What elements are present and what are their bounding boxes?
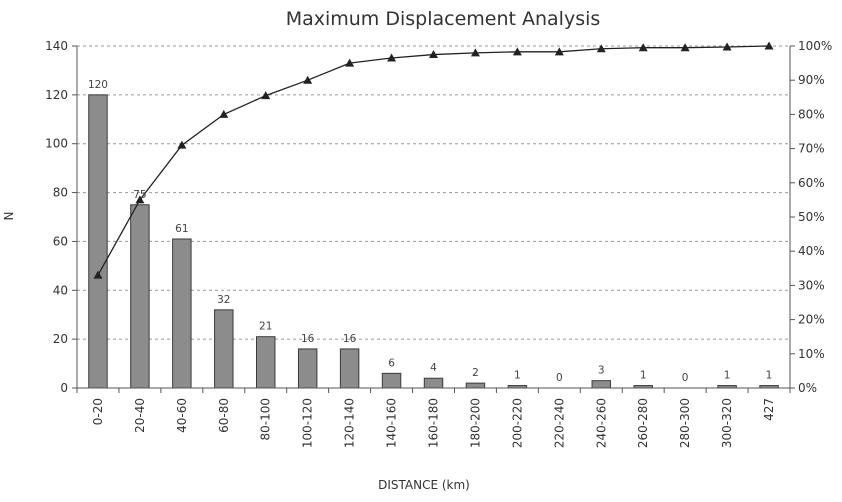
bar: [381, 372, 402, 389]
triangle-marker: [387, 53, 397, 62]
y2-tick-label: 70%: [798, 142, 825, 156]
bar: [465, 382, 486, 389]
axes: 0204060801001201400%10%20%30%40%50%60%70…: [45, 39, 832, 448]
triangle-marker: [219, 109, 229, 118]
triangle-marker: [177, 140, 187, 149]
bar-value-label: 32: [217, 294, 230, 306]
x-axis-label: DISTANCE (km): [378, 478, 470, 492]
bar-value-label: 61: [175, 223, 188, 235]
bar-value-label: 1: [724, 370, 731, 382]
cumulative-line: [97, 45, 770, 276]
bar-value-label: 21: [259, 321, 272, 333]
triangle-marker: [470, 48, 480, 57]
y2-tick-label: 80%: [798, 107, 825, 121]
bar-value-label: 1: [640, 370, 647, 382]
x-tick-label: 260-280: [636, 398, 650, 448]
triangle-marker: [303, 75, 313, 84]
triangle-marker: [261, 91, 271, 100]
bar-value-label: 75: [133, 189, 146, 201]
triangle-marker: [512, 47, 522, 56]
y-tick-label: 80: [53, 186, 68, 200]
bar-value-label: 1: [766, 370, 773, 382]
y-tick-label: 120: [45, 88, 68, 102]
x-tick-label: 20-40: [133, 398, 147, 433]
x-tick-label: 40-60: [175, 398, 189, 433]
bar: [297, 348, 318, 389]
x-tick-label: 80-100: [259, 398, 273, 441]
y-tick-label: 140: [45, 39, 68, 53]
x-tick-label: 427: [762, 398, 776, 421]
x-tick-label: 200-220: [510, 398, 524, 448]
y2-tick-label: 50%: [798, 210, 825, 224]
triangle-marker: [764, 41, 774, 50]
triangle-marker: [554, 47, 564, 56]
cumulative-line-series: [93, 41, 774, 279]
y2-tick-label: 40%: [798, 244, 825, 258]
y-tick-label: 20: [53, 332, 68, 346]
bar-value-label: 1: [514, 370, 521, 382]
gridlines: [77, 45, 790, 340]
triangle-marker: [135, 195, 145, 204]
triangle-marker: [93, 270, 103, 279]
y2-tick-label: 10%: [798, 347, 825, 361]
chart-title: Maximum Displacement Analysis: [286, 8, 601, 30]
x-tick-label: 240-260: [594, 398, 608, 448]
bar: [339, 348, 360, 389]
triangle-marker: [596, 44, 606, 53]
bar-value-label: 0: [556, 372, 563, 384]
bar-value-label: 0: [682, 372, 689, 384]
bar-value-label: 6: [388, 357, 395, 369]
bar: [130, 204, 150, 389]
bar-series: [88, 94, 779, 389]
bar-value-label: 2: [472, 367, 479, 379]
x-tick-label: 300-320: [720, 398, 734, 448]
x-tick-label: 0-20: [91, 398, 105, 425]
y2-tick-label: 30%: [798, 278, 825, 292]
bar: [88, 94, 108, 389]
x-tick-label: 100-120: [301, 398, 315, 448]
triangle-marker: [429, 50, 438, 59]
bar: [172, 238, 192, 389]
bar: [214, 309, 234, 389]
bar: [591, 380, 611, 389]
triangle-marker: [680, 43, 690, 52]
triangle-marker: [638, 43, 648, 52]
y-tick-label: 0: [60, 381, 68, 395]
y-axis-label: N: [2, 212, 16, 221]
y2-tick-label: 20%: [798, 313, 825, 327]
bar-value-label: 16: [343, 333, 357, 345]
x-tick-label: 180-200: [468, 398, 482, 448]
y2-tick-label: 0%: [798, 381, 817, 395]
y-tick-label: 100: [45, 137, 68, 151]
bar-value-label: 3: [598, 365, 605, 377]
bar: [423, 377, 444, 389]
y-tick-label: 60: [53, 234, 68, 248]
triangle-marker: [722, 42, 732, 51]
bar-value-label: 120: [88, 79, 108, 91]
y2-tick-label: 100%: [798, 39, 832, 53]
x-tick-label: 160-180: [427, 398, 441, 448]
x-tick-label: 280-300: [678, 398, 692, 448]
x-tick-label: 140-160: [385, 398, 399, 448]
x-tick-label: 60-80: [217, 398, 231, 433]
y2-tick-label: 60%: [798, 176, 825, 190]
y-tick-label: 40: [53, 283, 68, 297]
y2-tick-label: 90%: [798, 73, 825, 87]
bar-value-label: 16: [301, 333, 315, 345]
bar-value-label: 4: [430, 362, 437, 374]
bar: [256, 336, 276, 389]
x-tick-label: 120-140: [343, 398, 357, 448]
x-tick-label: 220-240: [552, 398, 566, 448]
triangle-marker: [345, 58, 355, 67]
